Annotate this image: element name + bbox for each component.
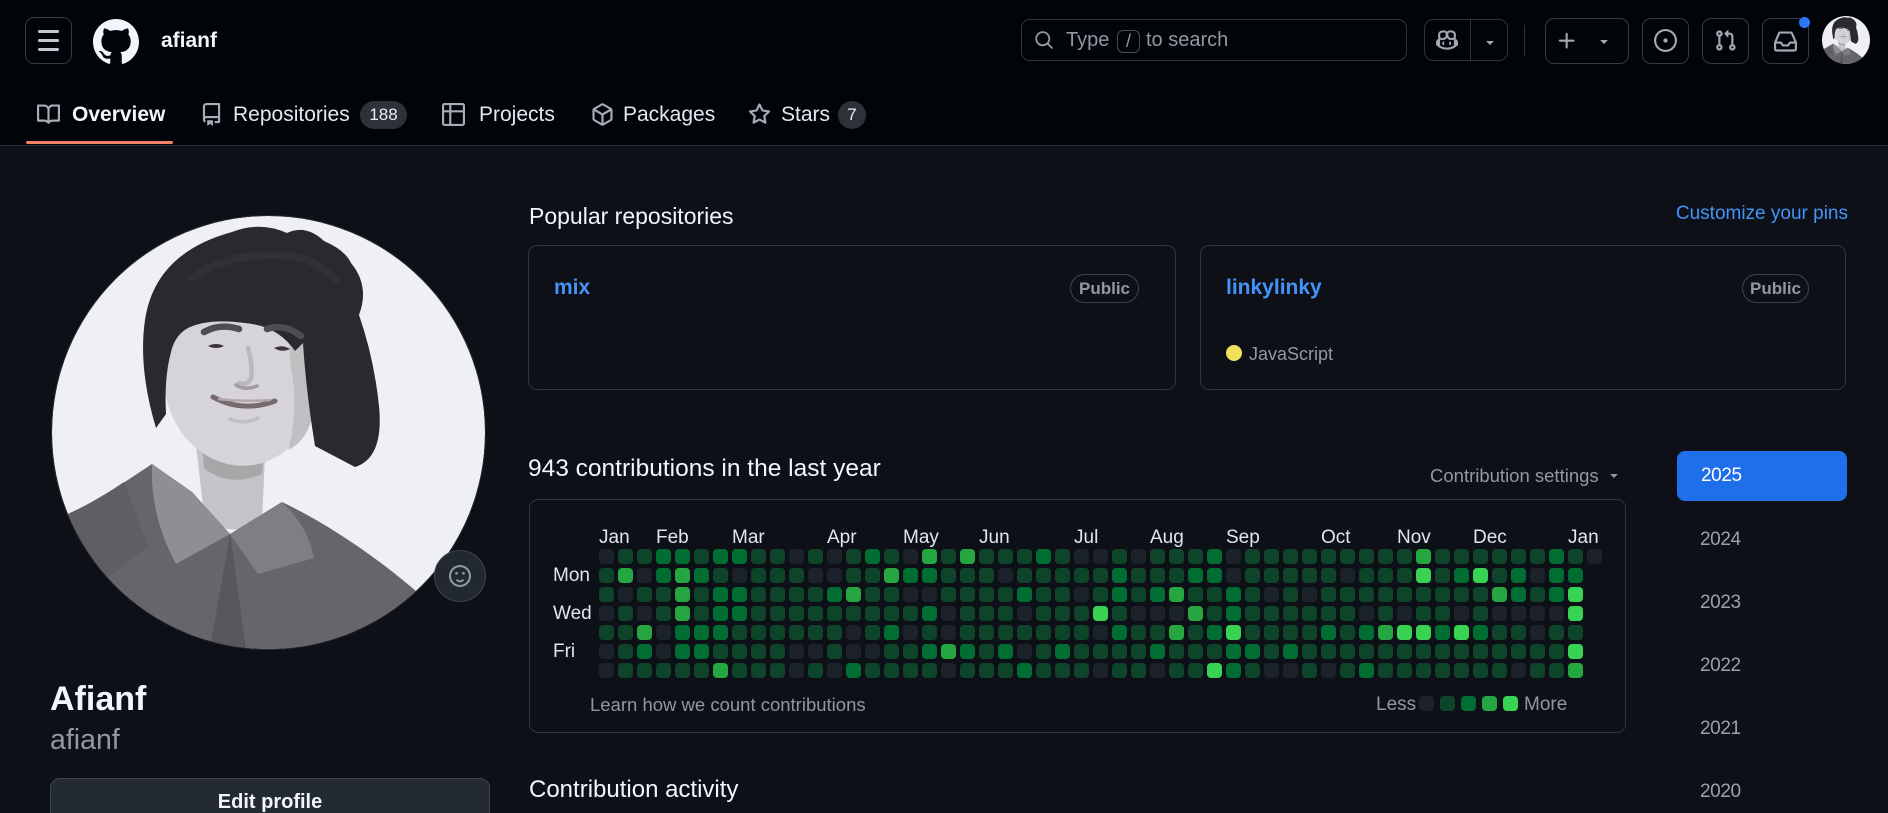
- svg-text:Feb: Feb: [656, 527, 689, 548]
- svg-text:Jun: Jun: [979, 527, 1010, 548]
- svg-text:Nov: Nov: [1397, 527, 1431, 548]
- svg-text:Mar: Mar: [732, 527, 765, 548]
- svg-text:Apr: Apr: [827, 527, 857, 548]
- svg-text:Jan: Jan: [599, 527, 630, 548]
- svg-text:Oct: Oct: [1321, 527, 1351, 548]
- svg-text:Wed: Wed: [553, 603, 592, 624]
- svg-text:Jul: Jul: [1074, 527, 1098, 548]
- svg-text:Aug: Aug: [1150, 527, 1184, 548]
- svg-text:Sep: Sep: [1226, 527, 1260, 548]
- svg-text:Dec: Dec: [1473, 527, 1507, 548]
- svg-text:Mon: Mon: [553, 565, 590, 586]
- svg-text:May: May: [903, 527, 939, 548]
- svg-text:Fri: Fri: [553, 641, 575, 662]
- svg-text:Jan: Jan: [1568, 527, 1599, 548]
